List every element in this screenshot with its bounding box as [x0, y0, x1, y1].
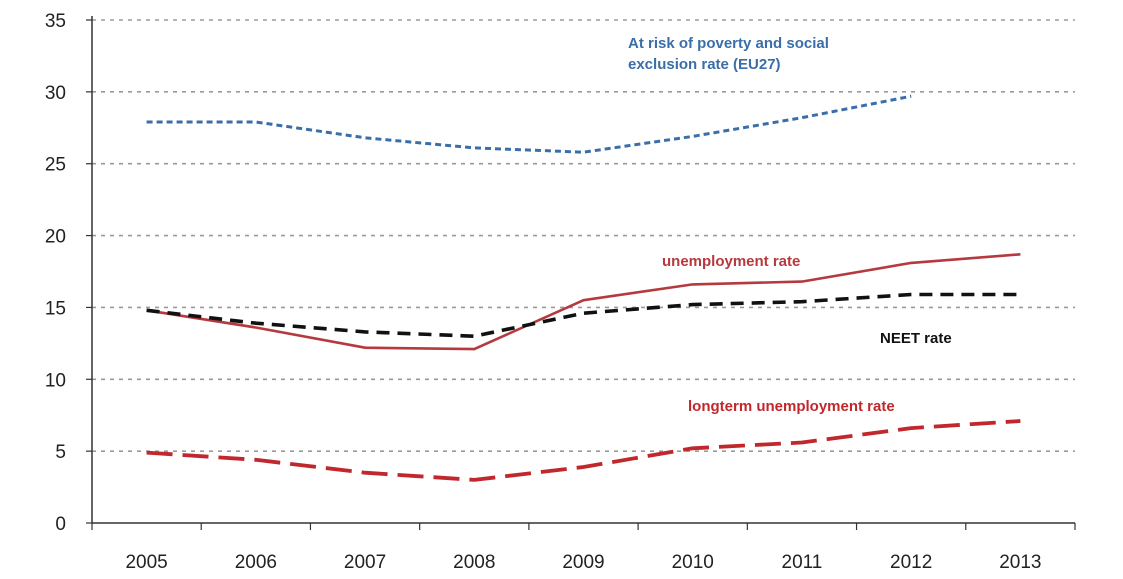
y-tick-label: 25	[45, 155, 66, 176]
y-tick-label: 20	[45, 227, 66, 248]
x-tick-label: 2013	[999, 552, 1041, 573]
series-label-line: longterm unemployment rate	[688, 398, 895, 415]
x-tick-label: 2005	[125, 552, 167, 573]
series-label-line: NEET rate	[880, 330, 952, 347]
x-tick-label: 2010	[672, 552, 714, 573]
series-line-3	[146, 419, 1021, 482]
y-tick-label: 5	[55, 442, 66, 463]
series-label-line: unemployment rate	[662, 253, 800, 270]
y-tick-label: 15	[45, 298, 66, 319]
x-tick-label: 2008	[453, 552, 495, 573]
series-label: NEET rate	[880, 330, 952, 347]
y-tick-label: 10	[45, 370, 66, 391]
y-tick-label: 0	[55, 514, 66, 535]
series-label: unemployment rate	[662, 253, 800, 270]
x-tick-label: 2011	[782, 552, 823, 573]
x-tick-label: 2009	[562, 552, 604, 573]
series-label: At risk of poverty and social exclusion r…	[628, 35, 829, 73]
x-tick-label: 2012	[890, 552, 932, 573]
series-line-1	[146, 253, 1021, 351]
series-label-line: exclusion rate (EU27)	[628, 56, 781, 73]
y-tick-label: 35	[45, 11, 66, 32]
series-label-line: At risk of poverty and social	[628, 35, 829, 52]
series-label: longterm unemployment rate	[688, 398, 895, 415]
series-line-0	[146, 94, 912, 154]
x-tick-label: 2006	[235, 552, 277, 573]
y-tick-label: 30	[45, 83, 66, 104]
x-tick-label: 2007	[344, 552, 386, 573]
